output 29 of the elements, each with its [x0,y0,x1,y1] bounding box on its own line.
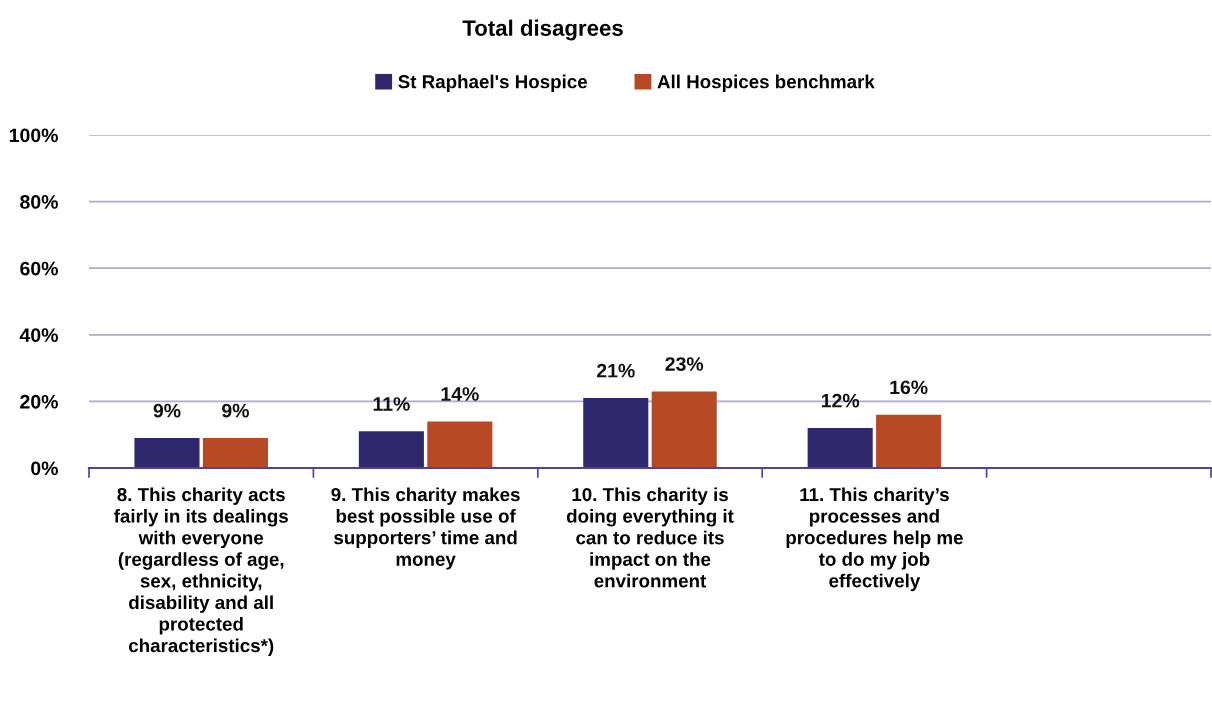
y-tick-label: 100% [9,128,58,143]
y-tick-label: 60% [20,261,58,276]
y-tick-label: 40% [19,328,58,343]
x-tick-label: 11. This charity’s processes and procedures help me to do my job effectively [786,487,963,592]
data-label: 21% [597,363,635,378]
legend-label: All Hospices benchmark [657,74,875,93]
data-label: 9% [153,403,181,418]
data-label: 23% [665,357,704,371]
data-label: 9% [222,403,249,418]
bar [876,414,942,468]
y-tick-label: 20% [20,394,58,409]
bar [134,438,200,468]
bar [427,421,493,468]
bar [358,431,424,468]
x-tick-label: 8. This charity acts fairly in its dealings with everyone (regardless of age, sex, ethnicity, disability and all protected characteristics*) [114,487,288,656]
chart-title: Total disagrees [462,19,623,41]
y-tick-label: 0% [31,461,58,476]
data-label: 11% [373,397,410,411]
data-label: 14% [441,387,479,401]
bar [651,391,717,468]
data-label: 12% [821,393,860,408]
x-tick-label: 10. This charity is doing everything it can to reduce its impact on the environment [566,487,734,588]
y-tick-label: 80% [20,195,58,209]
data-label: 16% [890,380,928,395]
bar [807,428,873,468]
bar [202,438,268,468]
bar [583,398,649,468]
x-tick-label: 9. This charity makes best possible use of supporters’ time and money [331,487,520,570]
legend-label: St Raphael's Hospice [398,74,588,93]
